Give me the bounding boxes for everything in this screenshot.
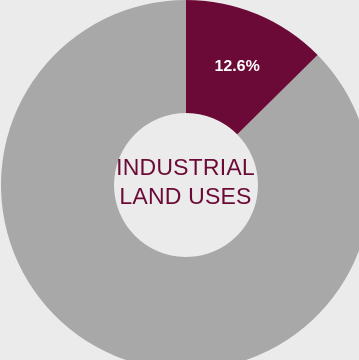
slice-data-label: 12.6% (214, 58, 259, 75)
donut-hole (114, 113, 258, 257)
labels-group: 12.6% (214, 58, 259, 75)
center-label-line-2: LAND USES (119, 183, 252, 209)
center-label: INDUSTRIAL LAND USES (0, 153, 359, 211)
center-label-line-1: INDUSTRIAL (116, 154, 255, 180)
